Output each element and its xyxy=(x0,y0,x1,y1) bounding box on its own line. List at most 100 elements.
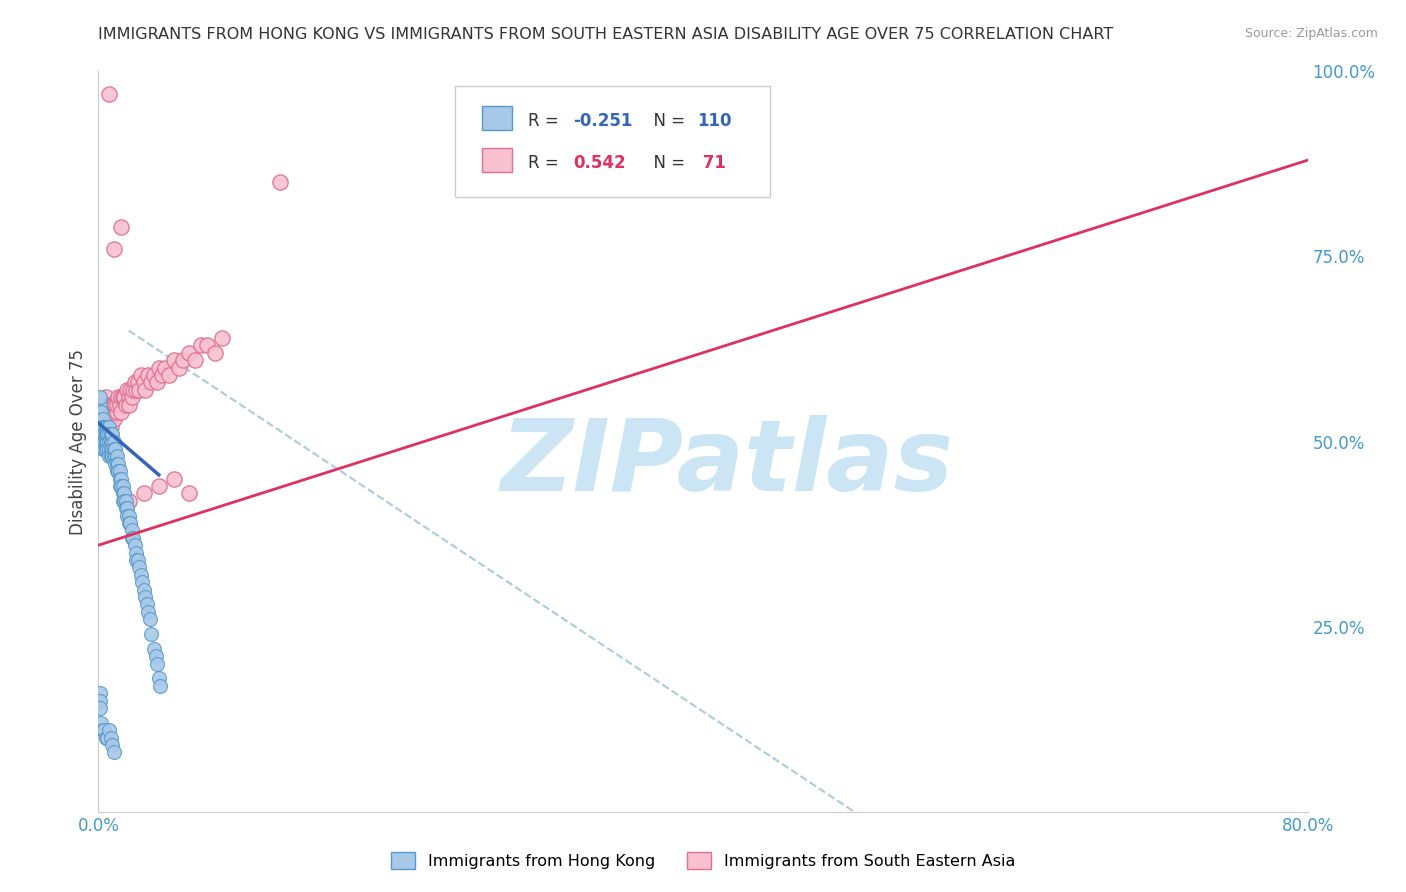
Point xyxy=(121,390,143,404)
Point xyxy=(184,353,207,368)
Point xyxy=(98,412,121,426)
Point xyxy=(136,368,159,382)
Point xyxy=(132,582,155,597)
Point xyxy=(108,464,131,478)
Point xyxy=(112,493,135,508)
Point xyxy=(124,538,146,552)
Point xyxy=(129,567,152,582)
Point xyxy=(143,368,166,382)
Point xyxy=(163,353,186,368)
Point xyxy=(104,457,127,471)
Point xyxy=(122,531,145,545)
Point xyxy=(112,390,135,404)
Point xyxy=(89,701,111,715)
Point xyxy=(143,641,166,656)
Point xyxy=(98,434,121,449)
Point xyxy=(111,390,134,404)
Point xyxy=(121,524,143,538)
Point xyxy=(128,383,150,397)
Point xyxy=(153,360,176,375)
Point xyxy=(132,376,155,390)
Point xyxy=(190,338,212,352)
Point xyxy=(125,383,148,397)
Point xyxy=(101,738,124,752)
Point xyxy=(94,434,117,449)
Point xyxy=(132,486,155,500)
Point xyxy=(135,598,157,612)
Point xyxy=(134,383,156,397)
Point xyxy=(120,383,142,397)
Point xyxy=(90,419,112,434)
Point xyxy=(96,442,118,456)
Point xyxy=(128,560,150,574)
Point xyxy=(94,434,117,449)
Point xyxy=(93,442,115,456)
Point xyxy=(110,405,132,419)
Point xyxy=(179,486,201,500)
Point xyxy=(94,442,117,456)
Point xyxy=(91,427,114,442)
Point xyxy=(110,471,132,485)
Point xyxy=(127,553,149,567)
Text: IMMIGRANTS FROM HONG KONG VS IMMIGRANTS FROM SOUTH EASTERN ASIA DISABILITY AGE O: IMMIGRANTS FROM HONG KONG VS IMMIGRANTS … xyxy=(98,27,1114,42)
Point xyxy=(118,516,141,530)
Point xyxy=(146,657,169,671)
Point xyxy=(148,479,170,493)
Point xyxy=(96,427,118,442)
Point xyxy=(118,398,141,412)
Point xyxy=(114,493,136,508)
Point xyxy=(159,368,181,382)
Point xyxy=(115,508,138,523)
Text: 0.542: 0.542 xyxy=(574,153,626,172)
Point xyxy=(93,434,115,449)
Point xyxy=(90,405,112,419)
Point xyxy=(111,486,134,500)
Point xyxy=(100,419,122,434)
Point xyxy=(103,442,125,456)
Point xyxy=(98,434,121,449)
Point xyxy=(94,390,117,404)
Point xyxy=(90,715,112,730)
Point xyxy=(104,450,127,464)
Point xyxy=(211,331,233,345)
Point xyxy=(90,419,112,434)
Point xyxy=(112,486,135,500)
Point xyxy=(96,412,118,426)
Point xyxy=(91,419,114,434)
Point xyxy=(124,376,146,390)
Text: N =: N = xyxy=(643,153,690,172)
Point xyxy=(103,450,125,464)
Point xyxy=(148,672,170,686)
Point xyxy=(179,345,201,359)
Text: 110: 110 xyxy=(697,112,731,129)
Point xyxy=(100,450,122,464)
Point xyxy=(139,612,162,626)
Point xyxy=(122,383,145,397)
Point xyxy=(100,427,122,442)
Point xyxy=(93,723,115,738)
Point xyxy=(108,398,131,412)
Point xyxy=(93,405,115,419)
Point xyxy=(125,546,148,560)
Point xyxy=(98,87,121,101)
Point xyxy=(89,398,111,412)
Point xyxy=(103,746,125,760)
Point xyxy=(96,419,118,434)
Point xyxy=(89,419,111,434)
Point xyxy=(90,427,112,442)
Point xyxy=(105,457,128,471)
Point xyxy=(131,575,153,590)
Point xyxy=(93,427,115,442)
Point xyxy=(94,412,117,426)
Point xyxy=(172,353,194,368)
Point xyxy=(269,175,291,190)
FancyBboxPatch shape xyxy=(456,87,769,197)
Point xyxy=(98,419,121,434)
Point xyxy=(94,405,117,419)
Point xyxy=(98,442,121,456)
Point xyxy=(118,493,141,508)
Point xyxy=(101,434,124,449)
Point xyxy=(163,471,186,485)
Point xyxy=(94,427,117,442)
Point xyxy=(110,390,132,404)
